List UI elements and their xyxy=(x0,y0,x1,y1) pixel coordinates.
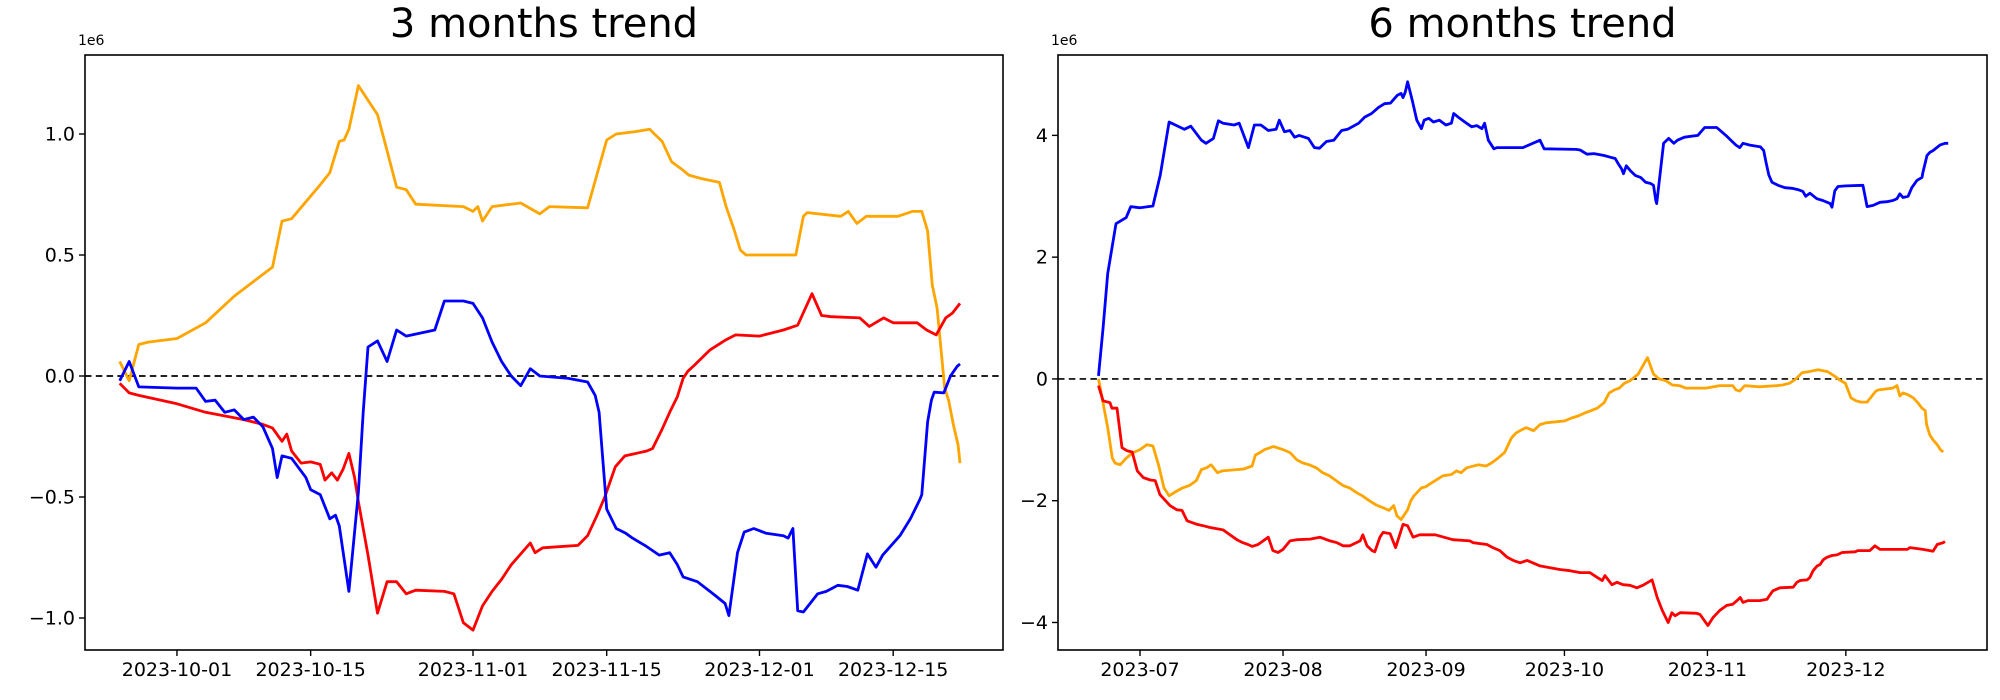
x-tick-label: 2023-08 xyxy=(1243,659,1322,681)
orange-series-line xyxy=(118,84,962,464)
y-tick-label: 2 xyxy=(1036,247,1048,269)
x-tick-label: 2023-12-15 xyxy=(838,659,948,681)
chart-title-3-months: 3 months trend xyxy=(389,1,699,47)
x-tick-label: 2023-12-01 xyxy=(704,659,814,681)
y-tick-label: 0 xyxy=(1036,368,1048,390)
y-tick-label: −0.5 xyxy=(29,487,75,509)
y-tick-label: 1.0 xyxy=(45,123,75,145)
x-tick-label: 2023-11 xyxy=(1668,659,1747,681)
chart-title-6-months: 6 months trend xyxy=(1368,1,1677,47)
red-series-line xyxy=(1097,385,1946,627)
x-tick-label: 2023-11-01 xyxy=(418,659,528,681)
x-tick-label: 2023-10-15 xyxy=(255,659,365,681)
y-tick-label: −2 xyxy=(1020,490,1048,512)
y-tick-label: 4 xyxy=(1036,125,1048,147)
blue-series-line xyxy=(1097,80,1949,377)
orange-series-line xyxy=(1097,356,1945,521)
y-tick-label: −4 xyxy=(1020,612,1048,634)
x-tick-label: 2023-09 xyxy=(1386,659,1465,681)
axes-frame xyxy=(1057,54,1988,651)
y-axis-multiplier-right: 1e6 xyxy=(1051,33,1078,49)
y-tick-label: 0.0 xyxy=(45,365,75,387)
axes-frame xyxy=(84,54,1004,651)
red-series-line xyxy=(118,292,962,632)
y-tick-label: 0.5 xyxy=(45,244,75,266)
x-tick-label: 2023-07 xyxy=(1100,659,1179,681)
x-tick-label: 2023-12 xyxy=(1806,659,1885,681)
y-axis-multiplier-left: 1e6 xyxy=(78,33,105,49)
blue-series-line xyxy=(118,299,961,617)
x-tick-label: 2023-10-01 xyxy=(122,659,232,681)
x-tick-label: 2023-11-15 xyxy=(551,659,661,681)
x-tick-label: 2023-10 xyxy=(1525,659,1604,681)
y-tick-label: −1.0 xyxy=(29,608,75,630)
